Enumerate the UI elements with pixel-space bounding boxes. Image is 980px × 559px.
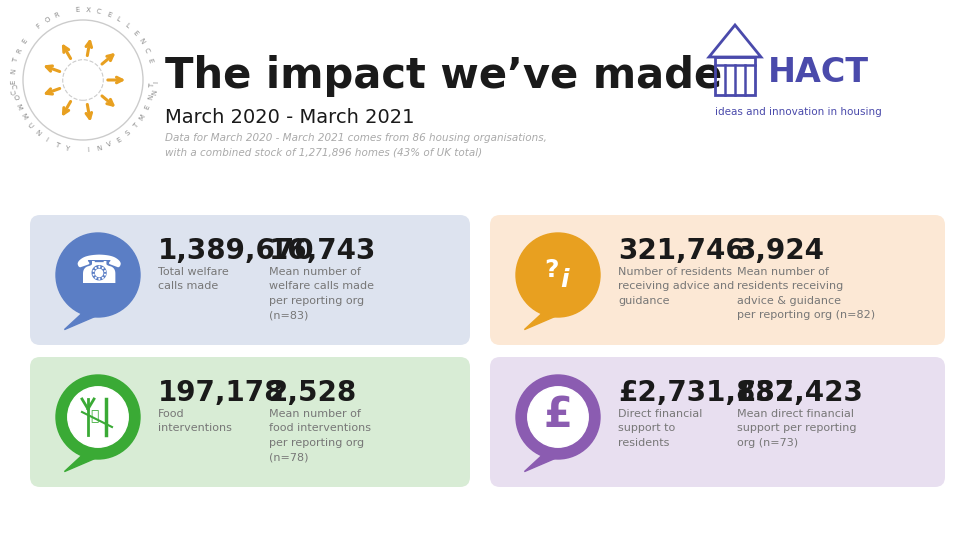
Text: C: C <box>11 89 18 95</box>
Polygon shape <box>524 305 568 330</box>
Text: E: E <box>21 38 28 45</box>
Text: ideas and innovation in housing: ideas and innovation in housing <box>715 107 882 117</box>
Text: E: E <box>106 11 112 18</box>
Text: I: I <box>150 80 156 83</box>
Text: i: i <box>561 268 569 292</box>
Circle shape <box>68 387 128 447</box>
Polygon shape <box>65 447 109 472</box>
Text: L: L <box>123 22 130 29</box>
Text: 3,924: 3,924 <box>737 237 824 265</box>
Text: 197,178: 197,178 <box>158 379 284 407</box>
Text: L: L <box>116 16 122 23</box>
Text: I: I <box>44 137 49 143</box>
Text: C: C <box>10 83 17 89</box>
Text: 321,746: 321,746 <box>618 237 745 265</box>
FancyBboxPatch shape <box>30 357 470 487</box>
Text: O: O <box>12 93 19 100</box>
Text: Direct financial
support to
residents: Direct financial support to residents <box>618 409 703 448</box>
Text: Mean number of
food interventions
per reporting org
(n=78): Mean number of food interventions per re… <box>269 409 370 462</box>
Text: N: N <box>137 37 145 45</box>
Text: March 2020 - March 2021: March 2020 - March 2021 <box>165 108 415 127</box>
Text: ☎: ☎ <box>74 253 123 291</box>
Text: N: N <box>96 145 103 151</box>
Text: T: T <box>53 141 60 148</box>
Text: C: C <box>143 48 150 54</box>
Text: Data for March 2020 - March 2021 comes from 86 housing organisations,
with a com: Data for March 2020 - March 2021 comes f… <box>165 133 547 158</box>
Text: 1,389,670: 1,389,670 <box>158 237 315 265</box>
Text: O: O <box>44 16 51 23</box>
FancyBboxPatch shape <box>490 357 945 487</box>
Text: M: M <box>15 103 23 111</box>
Text: C: C <box>96 8 102 15</box>
Text: F: F <box>35 22 42 29</box>
Text: The impact we’ve made: The impact we’ve made <box>165 55 722 97</box>
Text: M: M <box>20 113 27 121</box>
Text: S: S <box>124 130 132 137</box>
Polygon shape <box>65 305 109 330</box>
Text: Y: Y <box>64 145 70 151</box>
Text: T: T <box>150 84 156 88</box>
Text: Mean number of
residents receiving
advice & guidance
per reporting org (n=82): Mean number of residents receiving advic… <box>737 267 875 320</box>
Polygon shape <box>524 447 568 472</box>
Text: Mean direct financial
support per reporting
org (n=73): Mean direct financial support per report… <box>737 409 857 448</box>
Text: M: M <box>138 113 147 121</box>
Text: I: I <box>87 146 90 153</box>
Circle shape <box>516 233 600 317</box>
Text: Number of residents
receiving advice and
guidance: Number of residents receiving advice and… <box>618 267 734 306</box>
Text: Total welfare
calls made: Total welfare calls made <box>158 267 228 291</box>
Text: £2,731,882: £2,731,882 <box>618 379 794 407</box>
Circle shape <box>56 233 140 317</box>
Text: ⑁: ⑁ <box>90 409 98 423</box>
Text: R: R <box>54 11 61 18</box>
FancyBboxPatch shape <box>30 215 470 345</box>
Text: ?: ? <box>544 258 559 282</box>
Text: E: E <box>131 30 138 37</box>
Text: U: U <box>26 122 34 130</box>
Text: £: £ <box>544 394 572 436</box>
FancyBboxPatch shape <box>490 215 945 345</box>
Text: £37,423: £37,423 <box>737 379 863 407</box>
Text: HACT: HACT <box>768 56 869 89</box>
Text: N: N <box>34 130 42 138</box>
Circle shape <box>516 375 600 459</box>
Text: 2,528: 2,528 <box>269 379 357 407</box>
Text: Mean number of
welfare calls made
per reporting org
(n=83): Mean number of welfare calls made per re… <box>269 267 373 320</box>
Circle shape <box>56 375 140 459</box>
Text: V: V <box>106 141 113 148</box>
Text: N: N <box>147 93 155 100</box>
Text: E: E <box>147 58 154 64</box>
Text: Food
interventions: Food interventions <box>158 409 232 433</box>
Text: R: R <box>16 48 24 54</box>
Text: N: N <box>10 68 17 74</box>
Text: 16,743: 16,743 <box>269 237 376 265</box>
Text: E: E <box>10 79 16 84</box>
Circle shape <box>528 387 588 447</box>
Text: X: X <box>85 7 91 13</box>
Text: E: E <box>144 104 151 111</box>
Text: T: T <box>132 122 140 129</box>
Text: T: T <box>13 58 20 64</box>
Text: E: E <box>75 7 80 13</box>
Text: N: N <box>149 89 156 95</box>
Text: E: E <box>116 136 122 144</box>
